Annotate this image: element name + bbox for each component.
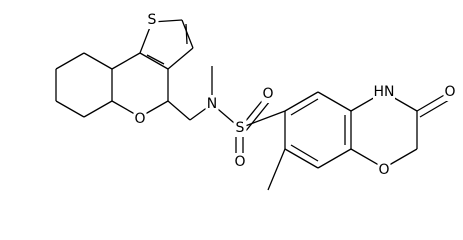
structure: S O N S O O HN O O — [55, 11, 457, 191]
label-background — [377, 161, 391, 179]
atom-label: O — [378, 162, 389, 178]
atom-labels: S O N S O O HN O O — [133, 11, 457, 179]
atom-label: S — [236, 120, 245, 136]
bonds — [55, 19, 450, 191]
atom-label: O — [134, 111, 145, 127]
label-background — [373, 83, 395, 101]
label-background — [145, 11, 159, 29]
atom-label: O — [262, 86, 273, 102]
atom-label: O — [234, 154, 245, 170]
label-background — [233, 119, 247, 137]
label-background — [205, 95, 219, 113]
atom-label: HN — [374, 84, 395, 100]
label-background — [133, 110, 147, 128]
label-background — [233, 153, 247, 171]
atom-label: S — [148, 12, 157, 28]
page: {"atoms": [{"label": "S"}, {"label": "O"… — [55, 11, 457, 191]
atom-label: O — [444, 84, 455, 100]
label-background — [261, 85, 275, 103]
label-background — [443, 83, 457, 101]
atom-label: N — [207, 96, 217, 112]
